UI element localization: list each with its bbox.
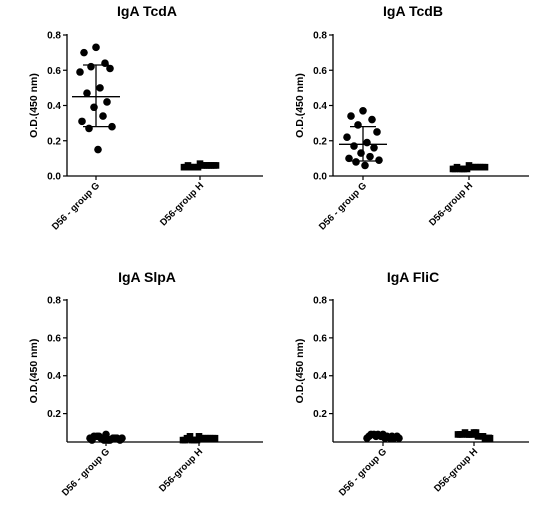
- x-tick-label: D56-group H: [427, 180, 475, 228]
- data-point: [343, 133, 351, 142]
- data-point: [481, 434, 489, 442]
- data-point: [181, 436, 189, 444]
- data-point: [472, 429, 480, 436]
- data-point: [366, 152, 374, 161]
- data-point: [451, 165, 459, 173]
- series-group-g: [86, 430, 126, 444]
- data-point: [368, 115, 376, 124]
- data-point: [468, 431, 476, 438]
- chart-panel-3: IgA SlpA 0.2 0.4 0.6 0.8 O.D.(450 nm) D56 - gr…: [28, 269, 263, 499]
- x-tick-label: D56 - group G: [317, 180, 369, 232]
- y-tick-label: 0.2: [47, 409, 61, 420]
- data-point: [361, 161, 369, 170]
- data-point: [90, 103, 98, 112]
- y-tick-label: 0.8: [313, 296, 327, 307]
- y-tick-label: 0.8: [313, 31, 327, 42]
- y-tick-label: 0.8: [47, 31, 61, 42]
- chart-panel-4: IgA FliC 0.2 0.4 0.6 0.8 O.D.(450 nm) D56 - gr…: [294, 269, 529, 499]
- data-point: [456, 431, 464, 438]
- data-point: [88, 436, 96, 444]
- data-point: [370, 144, 378, 152]
- series-group-h: [454, 429, 494, 442]
- y-tick-label: 0.6: [47, 66, 61, 77]
- data-point: [345, 154, 353, 163]
- y-tick-label: 0.2: [313, 409, 327, 420]
- x-tick-label: D56-group H: [432, 446, 480, 494]
- data-point: [350, 142, 358, 150]
- y-axis-label: O.D.(450 nm): [294, 73, 306, 138]
- data-point: [87, 62, 95, 71]
- x-tick-label: D56 - group G: [50, 180, 102, 232]
- data-point: [373, 128, 381, 136]
- data-point: [96, 84, 104, 92]
- data-point: [347, 112, 355, 120]
- y-tick-label: 0.4: [313, 371, 327, 382]
- y-tick-label: 0.2: [47, 136, 61, 147]
- data-point: [108, 122, 116, 131]
- y-tick-label: 0.2: [313, 136, 327, 147]
- chart-panel-1: IgA TcdA 0.0 0.2 0.4 0.6 0.8 O.D.(450 nm) D56 -…: [28, 3, 263, 233]
- data-point: [76, 68, 84, 76]
- data-point: [357, 149, 365, 157]
- data-point: [486, 434, 494, 442]
- series-group-h: [449, 162, 489, 173]
- chart-title: IgA SlpA: [118, 269, 176, 285]
- chart-panel-2: IgA TcdB 0.0 0.2 0.4 0.6 0.8 O.D.(450 nm) D56 -…: [294, 3, 529, 233]
- data-point: [359, 106, 367, 115]
- data-point: [106, 64, 114, 73]
- data-point: [83, 89, 91, 97]
- data-point: [94, 145, 102, 154]
- series-group-g: [363, 430, 403, 443]
- data-point: [182, 163, 190, 171]
- chart-title: IgA TcdB: [383, 3, 443, 19]
- series-group-h: [180, 160, 220, 171]
- x-tick-label: D56 - group G: [337, 446, 389, 498]
- data-point: [375, 156, 383, 164]
- series-group-h: [179, 433, 219, 444]
- y-tick-label: 0.6: [313, 66, 327, 77]
- data-point: [354, 121, 362, 129]
- data-point: [395, 434, 403, 443]
- series-group-g: [339, 106, 387, 170]
- chart-title: IgA FliC: [387, 269, 439, 285]
- y-tick-label: 0.6: [313, 333, 327, 344]
- data-point: [99, 112, 107, 120]
- y-axis-label: O.D.(450 nm): [28, 339, 40, 404]
- y-tick-label: 0.0: [47, 172, 61, 183]
- data-point: [352, 158, 360, 166]
- y-tick-label: 0.8: [47, 296, 61, 307]
- data-point: [80, 48, 88, 57]
- data-point: [363, 138, 371, 147]
- data-point: [463, 431, 471, 438]
- chart-title: IgA TcdA: [117, 3, 177, 19]
- data-point: [85, 124, 93, 133]
- y-tick-label: 0.0: [313, 172, 327, 183]
- y-tick-label: 0.4: [47, 101, 61, 112]
- data-point: [78, 117, 86, 126]
- x-tick-label: D56-group H: [158, 180, 206, 228]
- data-point: [103, 98, 111, 106]
- data-point: [477, 433, 485, 440]
- y-tick-label: 0.4: [313, 101, 327, 112]
- x-tick-label: D56-group H: [157, 446, 205, 494]
- y-tick-label: 0.4: [47, 371, 61, 382]
- data-point: [186, 433, 194, 440]
- series-group-g: [72, 43, 120, 154]
- y-axis-label: O.D.(450 nm): [294, 339, 306, 404]
- data-point: [92, 43, 100, 52]
- y-tick-label: 0.6: [47, 333, 61, 344]
- x-tick-label: D56 - group G: [60, 446, 112, 498]
- y-axis-label: O.D.(450 nm): [28, 73, 40, 138]
